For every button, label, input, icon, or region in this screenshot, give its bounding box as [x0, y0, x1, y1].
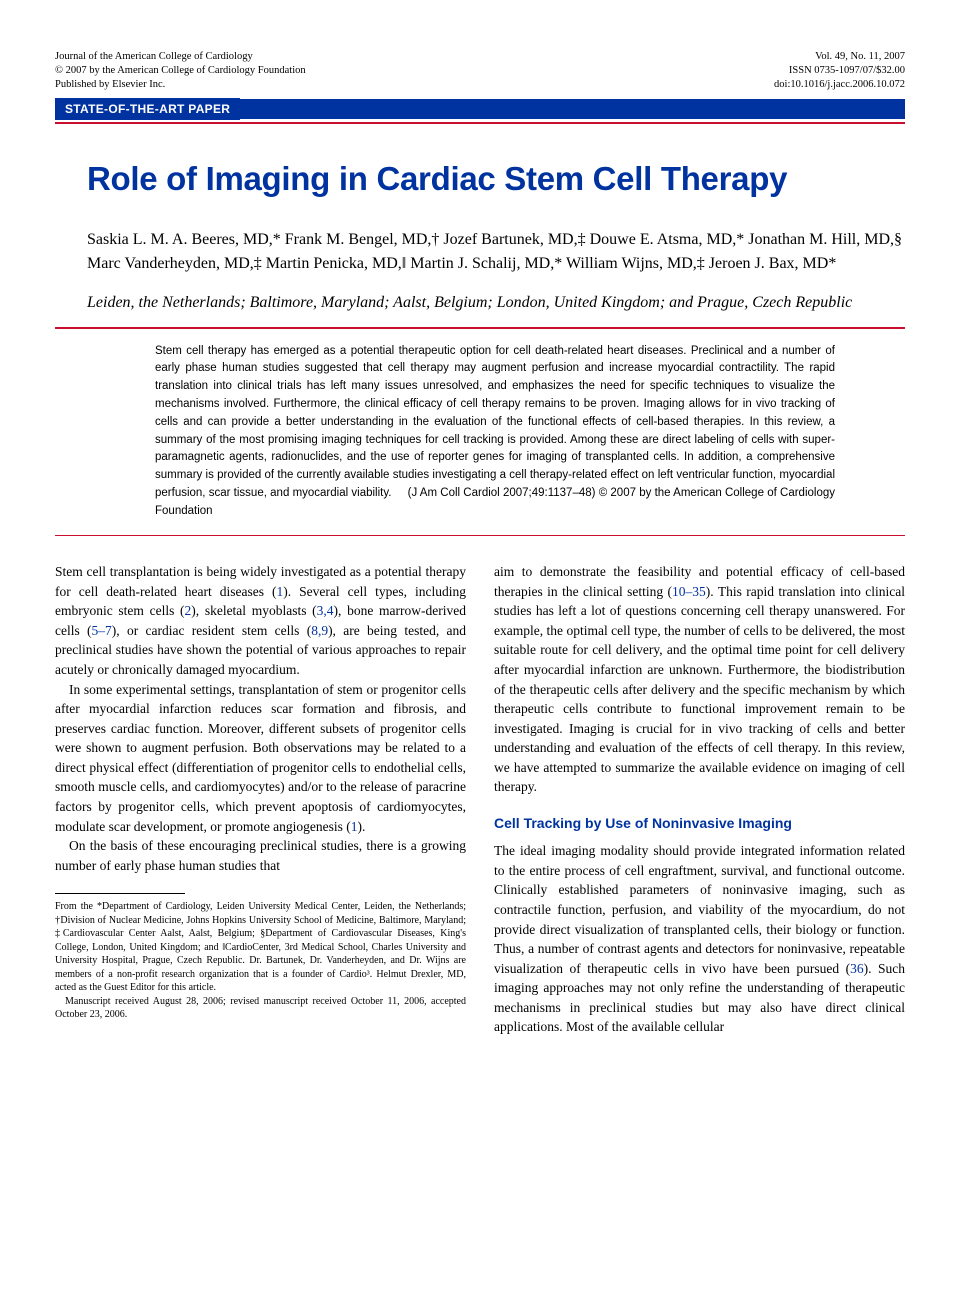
abstract-text: Stem cell therapy has emerged as a poten…: [155, 343, 835, 521]
body-paragraph-4: aim to demonstrate the feasibility and p…: [494, 562, 905, 797]
footnote-affiliations: From the *Department of Cardiology, Leid…: [55, 900, 466, 995]
affiliation-list: Leiden, the Netherlands; Baltimore, Mary…: [87, 291, 905, 315]
ref-link[interactable]: 10–35: [672, 584, 706, 599]
doi-line: doi:10.1016/j.jacc.2006.10.072: [774, 78, 905, 92]
body-paragraph-1: Stem cell transplantation is being widel…: [55, 562, 466, 679]
body-paragraph-2: In some experimental settings, transplan…: [55, 680, 466, 837]
header-right: Vol. 49, No. 11, 2007 ISSN 0735-1097/07/…: [774, 50, 905, 93]
article-title: Role of Imaging in Cardiac Stem Cell The…: [87, 160, 905, 198]
footnote-rule: [55, 893, 185, 894]
ref-link[interactable]: 1: [351, 819, 358, 834]
publisher-line: Published by Elsevier Inc.: [55, 78, 306, 92]
copyright-line: © 2007 by the American College of Cardio…: [55, 64, 306, 78]
footnote-dates: Manuscript received August 28, 2006; rev…: [55, 995, 466, 1022]
body-paragraph-3: On the basis of these encouraging precli…: [55, 836, 466, 875]
header-metadata: Journal of the American College of Cardi…: [55, 50, 905, 93]
abstract-body: Stem cell therapy has emerged as a poten…: [155, 345, 835, 500]
category-tag: STATE-OF-THE-ART PAPER: [55, 98, 240, 120]
ref-link[interactable]: 5–7: [92, 623, 112, 638]
journal-name: Journal of the American College of Cardi…: [55, 50, 306, 64]
ref-link[interactable]: 36: [850, 961, 864, 976]
category-bar: STATE-OF-THE-ART PAPER: [55, 99, 905, 119]
body-paragraph-5: The ideal imaging modality should provid…: [494, 841, 905, 1037]
section-heading: Cell Tracking by Use of Noninvasive Imag…: [494, 813, 905, 833]
author-list: Saskia L. M. A. Beeres, MD,* Frank M. Be…: [87, 228, 905, 278]
issn-line: ISSN 0735-1097/07/$32.00: [774, 64, 905, 78]
body-columns: Stem cell transplantation is being widel…: [55, 562, 905, 1037]
abstract-container: Stem cell therapy has emerged as a poten…: [55, 329, 905, 535]
ref-link[interactable]: 3,4: [317, 603, 334, 618]
volume-info: Vol. 49, No. 11, 2007: [774, 50, 905, 64]
header-left: Journal of the American College of Cardi…: [55, 50, 306, 93]
right-column: aim to demonstrate the feasibility and p…: [494, 562, 905, 1037]
red-rule-top: [55, 122, 905, 124]
red-rule-below-abstract: [55, 535, 905, 537]
ref-link[interactable]: 8,9: [311, 623, 328, 638]
left-column: Stem cell transplantation is being widel…: [55, 562, 466, 1037]
